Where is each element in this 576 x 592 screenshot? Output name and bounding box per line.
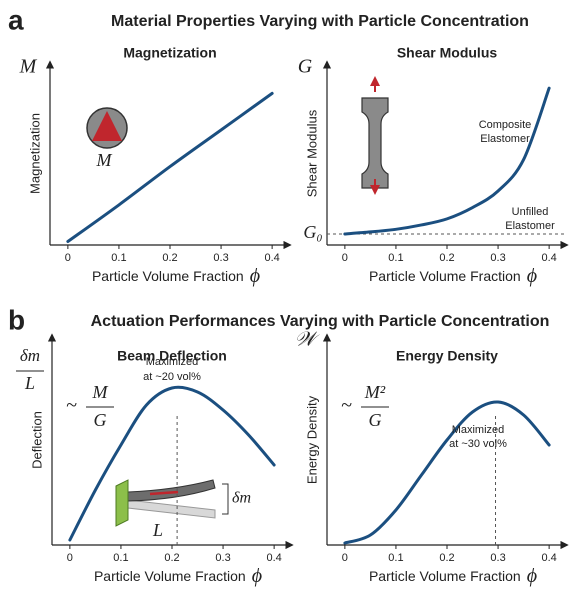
chart-title: Magnetization bbox=[123, 45, 216, 61]
x-tick-label: 0.2 bbox=[439, 252, 454, 264]
x-tick-label: 0.4 bbox=[264, 252, 279, 264]
annotation: Maximized bbox=[452, 424, 505, 436]
x-symbol: ϕ bbox=[527, 265, 537, 287]
x-symbol: ϕ bbox=[252, 565, 262, 587]
x-tick-label: 0.3 bbox=[490, 552, 505, 564]
y-axis-label: Magnetization bbox=[27, 113, 42, 194]
chart-title: Beam Deflection bbox=[117, 348, 227, 364]
x-tick-label: 0 bbox=[342, 252, 348, 264]
x-label-text: Particle Volume Fraction bbox=[369, 568, 521, 584]
x-tick-label: 0.2 bbox=[162, 252, 177, 264]
y-symbol-denominator: L bbox=[24, 373, 35, 393]
annotation: Elastomer bbox=[480, 133, 530, 145]
x-axis-label: Particle Volume Fraction ϕ bbox=[94, 565, 262, 587]
formula-denominator: G bbox=[369, 410, 382, 430]
x-tick-label: 0.1 bbox=[388, 252, 403, 264]
x-tick-label: 0.2 bbox=[164, 552, 179, 564]
y-symbol: M bbox=[19, 56, 38, 78]
x-axis-label: Particle Volume Fraction ϕ bbox=[92, 265, 260, 287]
x-tick-label: 0 bbox=[342, 552, 348, 564]
x-tick-label: 0.1 bbox=[388, 552, 403, 564]
data-line bbox=[343, 400, 551, 545]
beam bbox=[115, 479, 229, 527]
x-tick-label: 0.4 bbox=[266, 552, 281, 564]
y-symbol-numerator: δm bbox=[20, 346, 40, 365]
data-line bbox=[66, 91, 274, 244]
x-tick-label: 0.1 bbox=[113, 552, 128, 564]
x-label-text: Particle Volume Fraction bbox=[369, 268, 521, 284]
chart-title: Energy Density bbox=[396, 348, 498, 364]
panel-title: Material Properties Varying with Particl… bbox=[111, 13, 529, 30]
annotation: Maximized bbox=[146, 356, 199, 368]
y-axis-label: Energy Density bbox=[304, 395, 319, 484]
x-symbol: ϕ bbox=[250, 265, 260, 287]
x-tick-label: 0.4 bbox=[541, 252, 556, 264]
annotation: at ~20 vol% bbox=[143, 371, 201, 383]
inset-label: M bbox=[96, 150, 113, 170]
annotation: Unfilled bbox=[512, 206, 549, 218]
panel-label: b bbox=[8, 304, 25, 335]
x-axis-label: Particle Volume Fraction ϕ bbox=[369, 565, 537, 587]
data-line bbox=[68, 385, 276, 542]
chart-title: Shear Modulus bbox=[397, 45, 498, 61]
annotation: Elastomer bbox=[505, 220, 555, 232]
x-tick-label: 0.3 bbox=[213, 252, 228, 264]
y-symbol: 𝒲 bbox=[295, 329, 321, 351]
panel-title: Actuation Performances Varying with Part… bbox=[91, 313, 550, 330]
formula-prefix: ~ bbox=[341, 395, 352, 417]
reference-label: G₀ bbox=[303, 222, 322, 242]
y-axis-label: Deflection bbox=[29, 411, 44, 469]
inset-label: δm bbox=[232, 490, 251, 507]
formula-prefix: ~ bbox=[66, 395, 77, 417]
panel-label: a bbox=[8, 4, 24, 35]
data-line bbox=[343, 86, 551, 236]
formula-denominator: G bbox=[94, 410, 107, 430]
x-tick-label: 0 bbox=[67, 552, 73, 564]
x-tick-label: 0 bbox=[65, 252, 71, 264]
x-tick-label: 0.3 bbox=[490, 252, 505, 264]
y-axis-label: Shear Modulus bbox=[304, 109, 319, 197]
x-tick-label: 0.1 bbox=[111, 252, 126, 264]
x-tick-label: 0.4 bbox=[541, 552, 556, 564]
x-tick-label: 0.2 bbox=[439, 552, 454, 564]
x-label-text: Particle Volume Fraction bbox=[94, 568, 246, 584]
inset-label: L bbox=[152, 520, 163, 540]
x-symbol: ϕ bbox=[527, 565, 537, 587]
dogbone-specimen bbox=[361, 76, 389, 195]
x-axis-label: Particle Volume Fraction ϕ bbox=[369, 265, 537, 287]
formula-numerator: M² bbox=[364, 382, 386, 402]
formula-numerator: M bbox=[92, 382, 109, 402]
y-symbol: G bbox=[298, 56, 313, 78]
magnet-disk bbox=[86, 107, 128, 149]
x-label-text: Particle Volume Fraction bbox=[92, 268, 244, 284]
annotation: Composite bbox=[479, 119, 532, 131]
x-tick-label: 0.3 bbox=[215, 552, 230, 564]
annotation: at ~30 vol% bbox=[449, 438, 507, 450]
